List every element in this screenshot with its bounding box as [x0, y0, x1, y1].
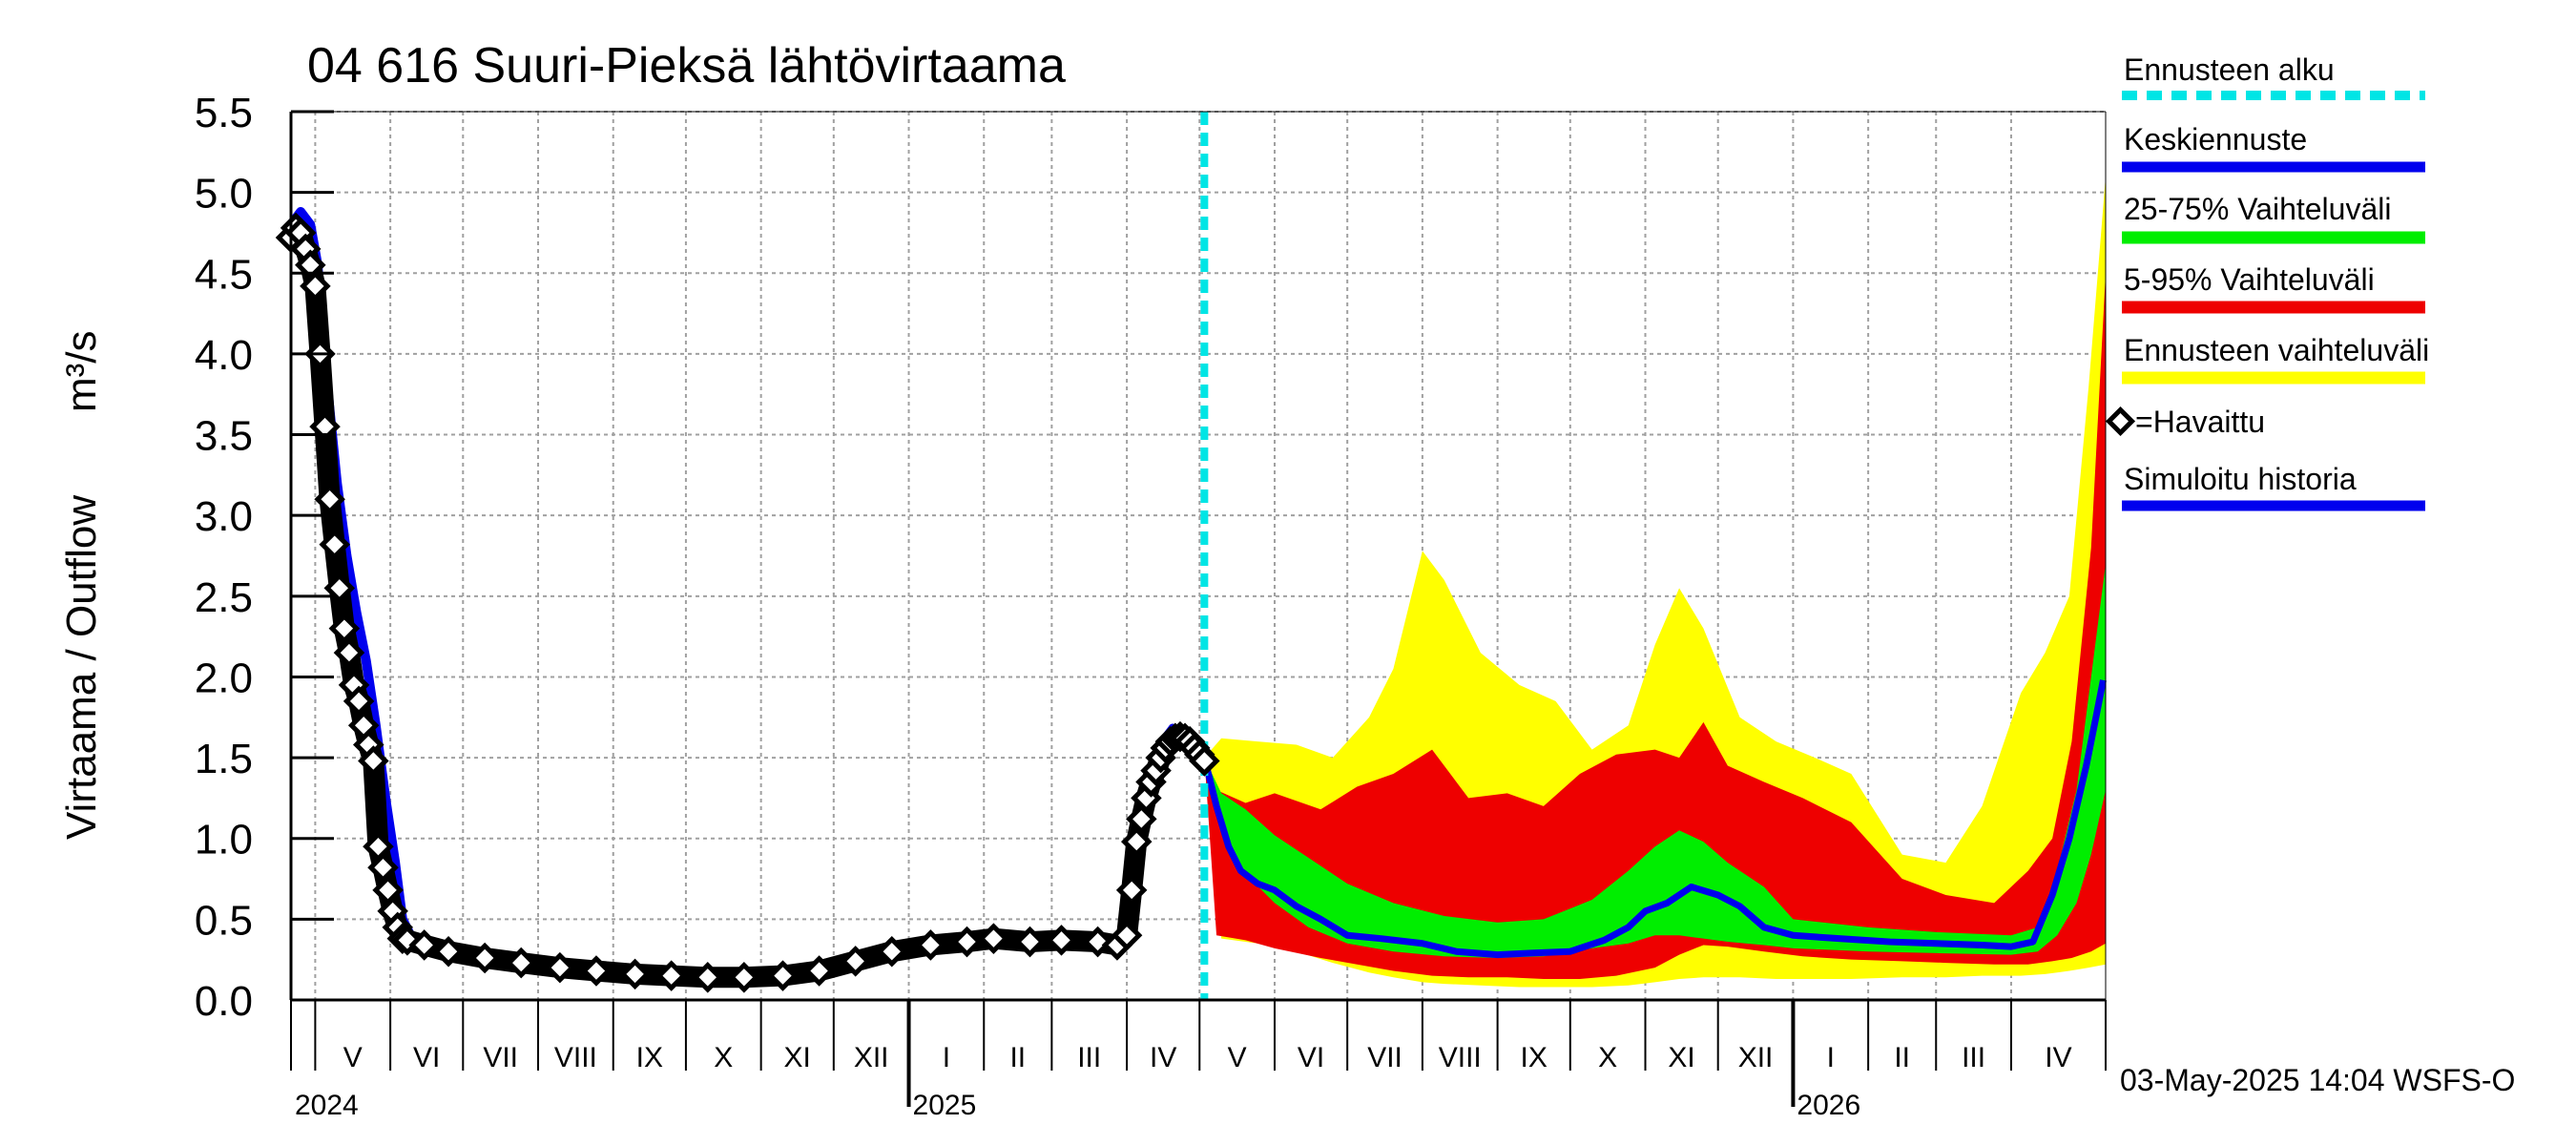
observed-point: [408, 929, 440, 961]
y-tick-label: 1.0: [195, 817, 253, 864]
observed-point: [692, 962, 724, 993]
legend-simulated-label: Simuloitu historia: [2124, 462, 2357, 496]
observed-point: [1120, 825, 1153, 858]
observed-trace: [281, 217, 1214, 989]
observed-point: [1046, 925, 1077, 956]
band-5-95-area: [1204, 273, 2106, 979]
x-month-label: XII: [1738, 1042, 1774, 1073]
observed-point: [803, 955, 835, 987]
observed-point: [295, 249, 326, 281]
x-month-label: III: [1962, 1042, 1985, 1073]
observed-point: [328, 613, 361, 644]
x-month-label: VI: [413, 1042, 440, 1073]
axes: 0.00.51.01.52.02.53.03.54.04.55.05.5V VI V…: [195, 90, 2107, 1121]
observed-point: [1189, 745, 1220, 777]
y-axis-label: Virtaama / Outflow: [58, 495, 105, 840]
median-forecast-line: [1200, 679, 2107, 959]
observed-point: [363, 830, 394, 863]
x-year-label: 2024: [295, 1090, 359, 1121]
x-month-label: I: [1827, 1042, 1835, 1073]
legend-forecast-start-label: Ennusteen alku: [2124, 52, 2335, 87]
observed-point: [358, 745, 389, 777]
x-month-label: IX: [636, 1042, 663, 1073]
observed-point: [1126, 803, 1157, 835]
x-month-label: V: [343, 1042, 363, 1073]
y-tick-label: 0.5: [195, 897, 253, 944]
legend-observed-marker: [2105, 406, 2136, 437]
y-tick-label: 4.5: [195, 251, 253, 298]
x-month-label: IX: [1521, 1042, 1548, 1073]
x-month-label: IV: [2045, 1042, 2071, 1073]
observed-point: [323, 572, 356, 604]
x-month-label: XI: [784, 1042, 811, 1073]
observed-point: [343, 685, 375, 718]
observed-point: [372, 874, 404, 906]
legend-observed-label: =Havaittu: [2135, 405, 2265, 439]
legend-band-25-75-label: 25-75% Vaihteluväli: [2124, 192, 2391, 226]
observed-point: [1014, 926, 1046, 958]
observed-point: [840, 946, 871, 977]
observed-point: [367, 851, 399, 884]
x-month-label: XII: [854, 1042, 889, 1073]
observed-point: [333, 636, 365, 669]
observed-point: [1115, 874, 1148, 906]
observed-point: [767, 960, 799, 991]
x-year-label: 2026: [1797, 1090, 1860, 1121]
observed-point: [580, 955, 613, 987]
legend: Ennusteen alku Keskiennuste 25-75% Vaiht…: [2105, 52, 2429, 511]
observed-point: [300, 270, 331, 302]
observed-point: [544, 951, 576, 984]
forecast-bands: [1204, 176, 2106, 988]
simulated-history-line: [287, 206, 1209, 983]
y-tick-label: 3.5: [195, 413, 253, 460]
observed-point: [468, 942, 501, 974]
observed-point: [619, 958, 651, 990]
chart-title: 04 616 Suuri-Pieksä lähtövirtaama: [307, 38, 1066, 94]
observed-point: [728, 962, 760, 993]
y-tick-label: 5.0: [195, 171, 253, 218]
x-month-label: IV: [1150, 1042, 1176, 1073]
observed-point: [951, 926, 983, 958]
x-month-label: VII: [1367, 1042, 1402, 1073]
observed-point: [655, 960, 687, 991]
y-tick-label: 5.5: [195, 90, 253, 136]
band-25-75-area: [1204, 563, 2106, 958]
y-tick-label: 0.0: [195, 978, 253, 1025]
observed-point: [314, 483, 345, 515]
x-month-label: II: [1894, 1042, 1910, 1073]
x-month-label: VIII: [554, 1042, 597, 1073]
x-month-label: II: [1009, 1042, 1026, 1073]
observed-series: [275, 212, 1220, 993]
legend-band-full-label: Ennusteen vaihteluväli: [2124, 333, 2429, 367]
observed-point: [505, 947, 537, 979]
x-month-label: VI: [1298, 1042, 1324, 1073]
observed-point: [978, 923, 1009, 954]
x-month-label: X: [1598, 1042, 1617, 1073]
x-month-label: VII: [483, 1042, 518, 1073]
x-month-label: X: [714, 1042, 733, 1073]
y-tick-label: 3.0: [195, 493, 253, 540]
footer-timestamp: 03-May-2025 14:04 WSFS-O: [2120, 1063, 2515, 1097]
observed-point: [876, 935, 908, 968]
x-month-label: III: [1077, 1042, 1101, 1073]
observed-point: [1082, 926, 1113, 958]
y-tick-label: 2.5: [195, 574, 253, 621]
observed-point: [319, 529, 350, 560]
x-month-label: XI: [1668, 1042, 1694, 1073]
y-tick-label: 2.0: [195, 655, 253, 701]
observed-point: [1111, 920, 1143, 951]
x-year-label: 2025: [913, 1090, 977, 1121]
observed-point: [432, 935, 465, 968]
legend-band-5-95-label: 5-95% Vaihteluväli: [2124, 262, 2375, 297]
observed-point: [309, 410, 341, 443]
legend-median-label: Keskiennuste: [2124, 122, 2307, 156]
x-month-label: V: [1228, 1042, 1247, 1073]
y-axis-unit: m³/s: [58, 330, 105, 412]
x-month-label: VIII: [1439, 1042, 1482, 1073]
y-tick-label: 4.0: [195, 332, 253, 379]
y-tick-label: 1.5: [195, 736, 253, 782]
x-month-label: I: [943, 1042, 950, 1073]
observed-point: [915, 929, 946, 961]
